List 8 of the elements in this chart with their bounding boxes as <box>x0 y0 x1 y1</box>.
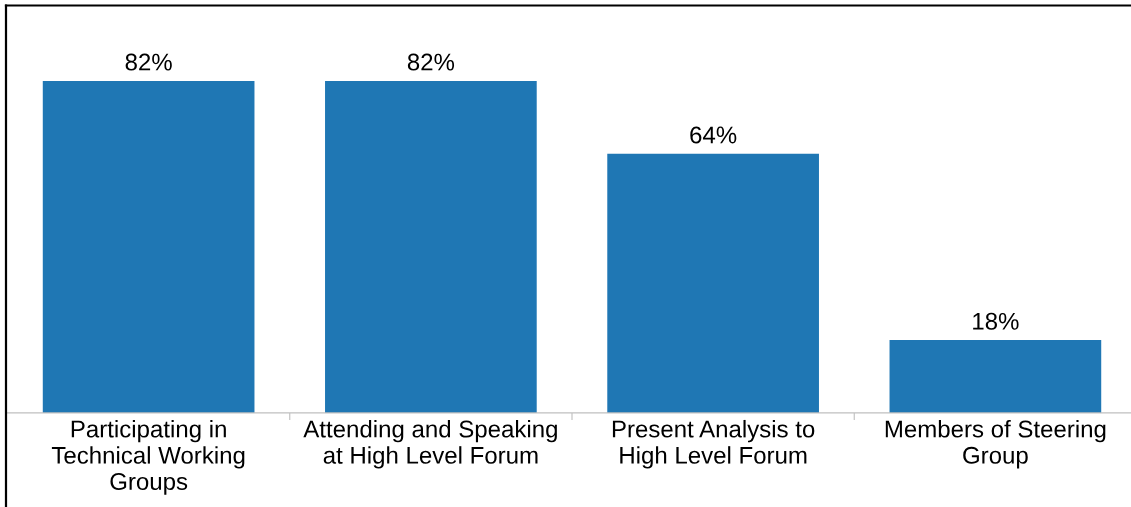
x-tick-label: Present Analysis to High Level Forum <box>612 419 815 469</box>
data-label: 18% <box>973 312 1019 330</box>
x-tick-label: Attending and Speaking at High Level Forum <box>303 419 557 469</box>
x-tick-label: Participating in Technical Working Groups <box>51 419 245 495</box>
data-label: 82% <box>407 53 455 71</box>
data-label: 82% <box>125 53 172 71</box>
x-tick-label: Members of Steering Group <box>885 419 1106 469</box>
data-label: 64% <box>690 126 737 144</box>
